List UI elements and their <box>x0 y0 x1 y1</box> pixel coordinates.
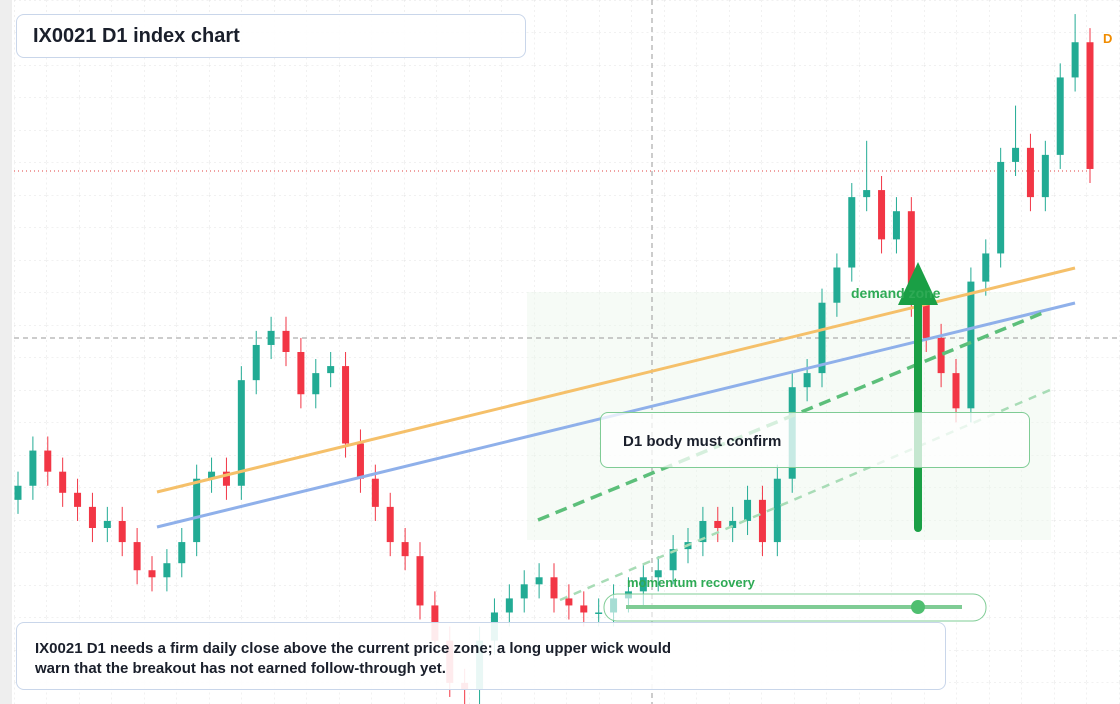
candle-body <box>744 499 752 521</box>
candle-body <box>163 563 171 578</box>
candle-body <box>148 570 156 578</box>
annotation: momentum recovery <box>627 575 756 590</box>
candle-body <box>237 380 245 486</box>
candle-body <box>222 471 230 486</box>
candle-body <box>535 577 543 585</box>
candle-body <box>520 584 528 599</box>
candle-body <box>907 211 915 303</box>
candle-body <box>178 542 186 564</box>
candle-body <box>327 366 335 374</box>
callout: D1 body must confirm <box>600 412 1030 468</box>
candle-body <box>803 373 811 388</box>
candle-body <box>14 485 22 500</box>
candle-body <box>937 337 945 374</box>
candle-body <box>297 352 305 395</box>
candle-body <box>133 542 141 571</box>
badge: D <box>1103 31 1112 46</box>
candle-body <box>505 598 513 613</box>
candle-body <box>818 302 826 374</box>
candle-body <box>252 344 260 381</box>
candle-body <box>193 478 201 543</box>
candle-body <box>729 520 737 528</box>
candle-body <box>29 450 37 486</box>
candle-body <box>44 450 52 472</box>
candle-body <box>88 506 96 528</box>
candle-body <box>878 190 886 240</box>
candle-body <box>699 520 707 543</box>
arrow-head <box>898 262 938 305</box>
candle-body <box>416 556 424 606</box>
candle-body <box>59 471 67 493</box>
candle-body <box>565 598 573 606</box>
candle-body <box>580 605 588 613</box>
candle-body <box>639 577 647 592</box>
candle-body <box>386 506 394 543</box>
candle-body <box>758 499 766 543</box>
candle-body <box>982 253 990 282</box>
note-box: IX0021 D1 needs a firm daily close above… <box>16 622 946 690</box>
candle-body <box>1041 154 1049 198</box>
candle-body <box>863 190 871 198</box>
candle-body <box>371 478 379 507</box>
candle-body <box>595 612 603 614</box>
candle-body <box>74 492 82 507</box>
annotation: demand zone <box>851 285 941 301</box>
grid <box>14 0 1120 704</box>
candle-body <box>1056 77 1064 155</box>
candle-body <box>848 197 856 268</box>
candle-body <box>208 471 216 479</box>
candle-body <box>669 549 677 571</box>
slider-knob[interactable] <box>911 600 925 614</box>
candle-body <box>952 373 960 409</box>
note: IX0021 D1 needs a firm daily close above… <box>35 640 672 677</box>
candle-body <box>282 330 290 352</box>
candle-body <box>312 373 320 395</box>
candle-body <box>356 443 364 479</box>
candle-body <box>1071 42 1079 78</box>
candle-body <box>267 330 275 345</box>
left-bar <box>0 0 12 704</box>
candle-body <box>342 366 350 444</box>
candle-body <box>1086 42 1094 169</box>
candle-body <box>773 478 781 543</box>
candle-body <box>550 577 558 599</box>
candle-body <box>967 281 975 409</box>
candle-body <box>997 161 1005 254</box>
candle-body <box>1012 147 1020 162</box>
candle-body <box>103 520 111 528</box>
candle-body <box>892 211 900 240</box>
candle-body <box>714 520 722 528</box>
candle-body <box>118 520 126 543</box>
candle-body <box>922 302 930 338</box>
candle-body <box>1026 147 1034 198</box>
candle-body <box>654 570 662 578</box>
candle-body <box>401 542 409 557</box>
chart-title: IX0021 D1 index chart <box>16 14 526 58</box>
candle-body <box>833 267 841 303</box>
